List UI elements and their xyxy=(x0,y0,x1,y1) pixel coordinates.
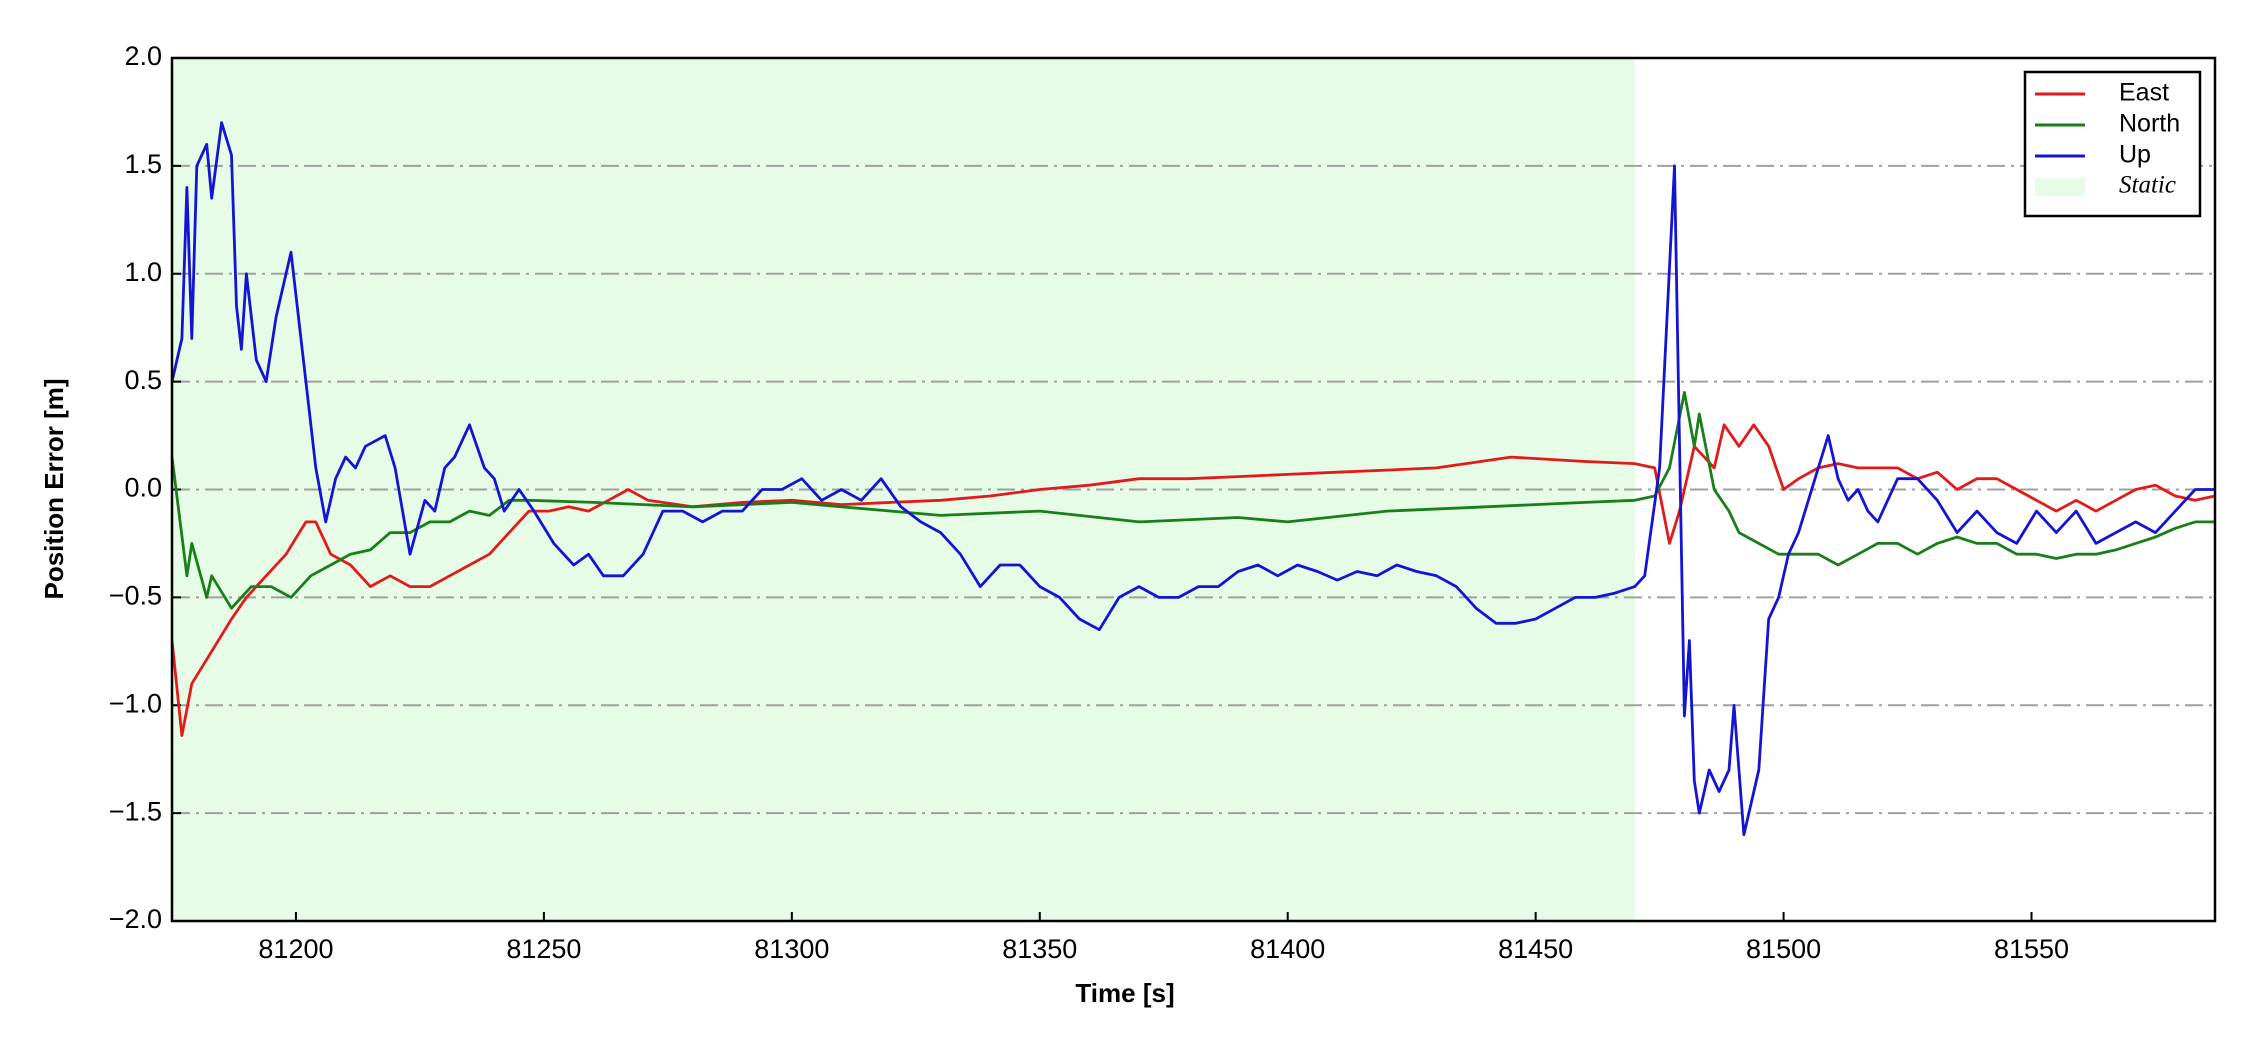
legend-label: North xyxy=(2119,110,2180,138)
series-line xyxy=(170,121,2215,837)
y-tick-label: 0.0 xyxy=(124,473,162,503)
x-tick-label: 81300 xyxy=(754,934,829,964)
x-tick-label: 81200 xyxy=(258,934,333,964)
y-tick-label: 1.0 xyxy=(124,257,162,287)
legend-label: Up xyxy=(2119,141,2151,169)
legend-label: East xyxy=(2119,79,2169,107)
y-tick-label: 2.0 xyxy=(124,41,162,71)
y-tick-label: −1.0 xyxy=(109,688,162,718)
legend: East North Up Static xyxy=(2023,70,2202,218)
y-axis-label: Position Error [m] xyxy=(39,378,69,599)
x-tick-label: 81450 xyxy=(1498,934,1573,964)
y-tick-label: 0.5 xyxy=(124,365,162,395)
x-tick-label: 81400 xyxy=(1250,934,1325,964)
y-tick-label: −1.5 xyxy=(109,796,162,826)
legend-swatch xyxy=(2035,178,2085,196)
legend-label: Static xyxy=(2119,172,2176,199)
y-tick-label: −0.5 xyxy=(109,581,162,611)
y-tick-label: 1.5 xyxy=(124,149,162,179)
series-line xyxy=(170,423,2216,737)
x-axis-label: Time [s] xyxy=(1075,978,1174,1008)
x-tick-label: 81350 xyxy=(1002,934,1077,964)
series-line xyxy=(170,391,2215,610)
plot-frame xyxy=(170,56,2217,923)
x-tick-label: 81550 xyxy=(1994,934,2069,964)
y-tick-label: −2.0 xyxy=(109,904,162,934)
x-tick-label: 81250 xyxy=(506,934,581,964)
x-tick-label: 81500 xyxy=(1746,934,1821,964)
